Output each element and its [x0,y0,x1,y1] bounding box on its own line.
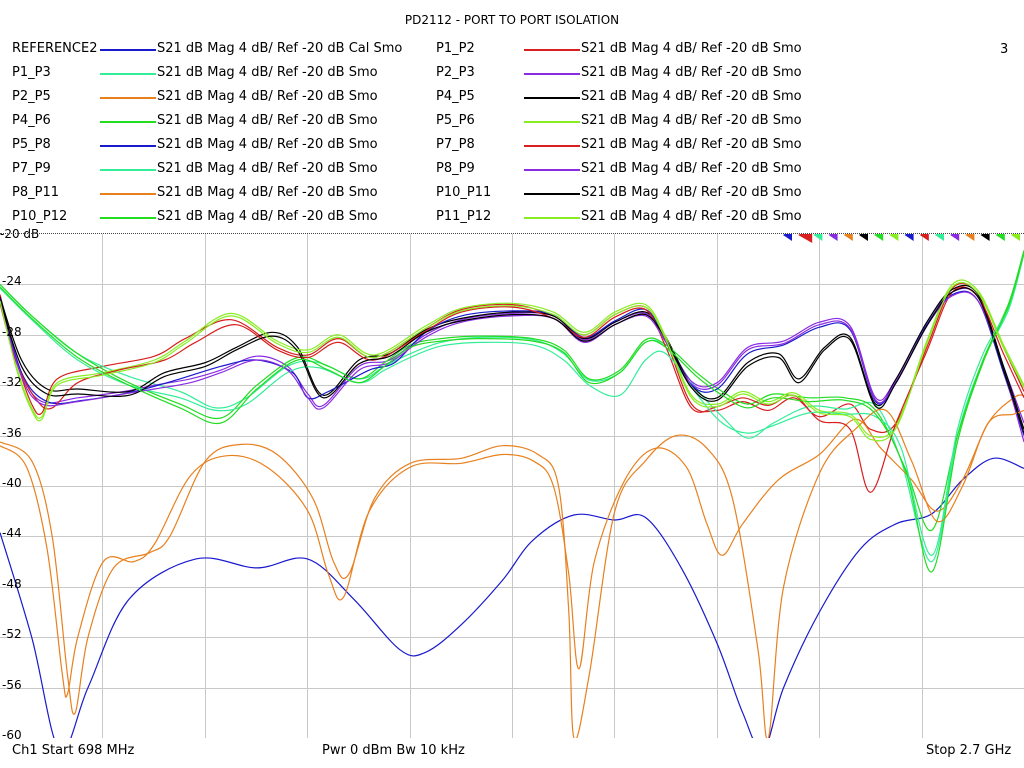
legend-trace-name: P8_P9 [436,161,475,176]
legend-trace-description: S21 dB Mag 4 dB/ Ref -20 dB Smo [581,137,802,152]
marker-arrow [828,234,838,241]
marker-bar [783,234,1020,243]
trace-p8-p11 [0,408,1024,738]
chart-title: PD2112 - PORT TO PORT ISOLATION [404,13,620,27]
legend-swatch [100,121,156,123]
marker-arrow [950,234,960,241]
legend-trace-name: REFERENCE2 [12,41,98,56]
legend-swatch [524,121,580,123]
trace-p10-p11 [0,287,1024,434]
power-bandwidth: Pwr 0 dBm Bw 10 kHz [322,743,465,758]
marker-arrow [889,234,899,241]
legend-trace-name: P11_P12 [436,209,492,224]
legend-trace-description: S21 dB Mag 4 dB/ Ref -20 dB Smo [157,65,378,80]
marker-arrow [859,234,868,241]
legend-trace-name: P1_P2 [436,41,475,56]
marker-arrow [919,234,929,241]
legend-trace-description: S21 dB Mag 4 dB/ Ref -20 dB Smo [581,113,802,128]
marker-arrow [874,234,884,241]
legend-trace-name: P10_P12 [12,209,68,224]
legend-trace-description: S21 dB Mag 4 dB/ Ref -20 dB Smo [581,161,802,176]
status-bar: Ch1 Start 698 MHz Pwr 0 dBm Bw 10 kHz St… [0,743,1024,763]
legend-trace-description: S21 dB Mag 4 dB/ Ref -20 dB Smo [581,41,802,56]
legend-trace-name: P5_P8 [12,137,51,152]
marker-arrow [995,234,1005,241]
trace-p10-p12 [0,252,1024,573]
marker-arrow [783,234,792,241]
legend-swatch [100,193,156,195]
trace-p5-p6 [0,279,1024,439]
legend-trace-name: P7_P8 [436,137,475,152]
y-tick-label: -40 [2,476,22,490]
y-tick-label: -60 [2,728,22,742]
marker-arrow [798,234,813,243]
legend-trace-description: S21 dB Mag 4 dB/ Ref -20 dB Smo [581,209,802,224]
y-tick-label: -32 [2,375,22,390]
legend-trace-name: P1_P3 [12,65,51,80]
trace-p11-p12 [0,281,1024,442]
legend-swatch [100,97,156,99]
reference-line [0,233,1024,234]
y-tick-label: -48 [2,576,22,591]
legend-trace-name: P2_P3 [436,65,475,80]
y-tick-label: -36 [2,425,22,440]
legend-swatch [524,97,580,99]
legend-trace-description: S21 dB Mag 4 dB/ Ref -20 dB Smo [157,113,378,128]
trace-reference2 [0,457,1024,738]
legend-swatch [524,49,580,51]
legend-swatch [524,145,580,147]
legend-trace-name: P10_P11 [436,185,492,200]
legend-trace-description: S21 dB Mag 4 dB/ Ref -20 dB Smo [157,185,378,200]
legend-swatch [524,73,580,75]
y-tick-label: -28 [2,324,22,339]
traces [0,250,1024,738]
legend-trace-name: P8_P11 [12,185,59,200]
legend-trace-description: S21 dB Mag 4 dB/ Ref -20 dB Smo [157,161,378,176]
legend-swatch [524,169,580,171]
stop-frequency: Stop 2.7 GHz [926,743,1012,758]
y-tick-label: -24 [2,274,22,289]
legend-trace-description: S21 dB Mag 4 dB/ Ref -20 dB Smo [581,89,802,104]
legend-trace-description: S21 dB Mag 4 dB/ Ref -20 dB Smo [157,209,378,224]
trace-p4-p6 [0,250,1024,531]
trace-p7-p9 [0,254,1024,556]
trace-p1-p3 [0,252,1024,563]
y-tick-label: -52 [2,627,22,642]
legend-swatch [100,169,156,171]
marker-arrow [965,234,975,241]
y-tick-label: -56 [2,677,22,692]
legend-trace-description: S21 dB Mag 4 dB/ Ref -20 dB Smo [581,65,802,80]
y-tick-label: -44 [2,526,22,541]
legend-trace-description: S21 dB Mag 4 dB/ Ref -20 dB Smo [157,137,378,152]
legend-swatch [524,217,580,219]
reference-level-label: -20 dB [0,227,40,241]
legend-trace-name: P5_P6 [436,113,475,128]
grid [0,234,1024,738]
active-trace-number: 3 [1000,42,1009,57]
legend-trace-description: S21 dB Mag 4 dB/ Ref -20 dB Smo [157,89,378,104]
legend-trace-name: P7_P9 [12,161,51,176]
legend-trace-description: S21 dB Mag 4 dB/ Ref -20 dB Cal Smo [157,41,403,56]
marker-arrow [843,234,853,241]
legend-trace-description: S21 dB Mag 4 dB/ Ref -20 dB Smo [581,185,802,200]
legend-trace-name: P4_P6 [12,113,51,128]
marker-arrow [935,234,944,241]
legend-swatch [100,217,156,219]
legend-trace-name: P4_P5 [436,89,475,104]
legend-trace-name: P2_P5 [12,89,51,104]
legend-swatch [100,49,156,51]
legend-swatch [524,193,580,195]
trace-p7-p8 [0,286,1024,493]
legend-swatch [100,145,156,147]
trace-p2-p5 [0,394,1024,698]
plot-area [0,234,1024,738]
marker-arrow [813,234,823,241]
legend-swatch [100,73,156,75]
marker-arrow [980,234,990,241]
start-frequency: Ch1 Start 698 MHz [12,743,135,758]
marker-arrow [904,234,914,241]
marker-arrow [1011,234,1020,241]
